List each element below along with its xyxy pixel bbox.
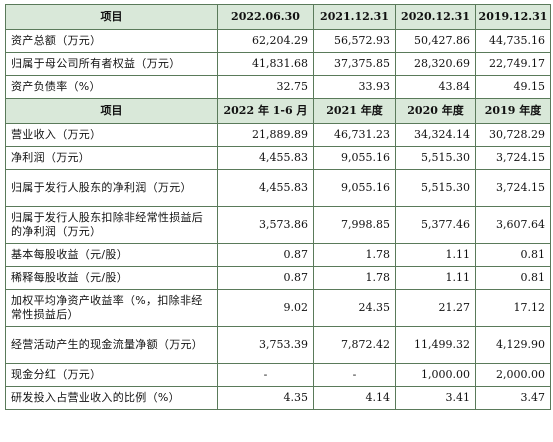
row-label: 稀释每股收益（元/股） bbox=[5, 266, 218, 290]
row-label: 归属于发行人股东的净利润（万元） bbox=[5, 169, 218, 207]
value-cell: 9.02 bbox=[217, 289, 314, 327]
row-label: 经营活动产生的现金流量净额（万元） bbox=[5, 326, 218, 364]
value-cell: 32.75 bbox=[217, 75, 314, 99]
value-cell: 1.78 bbox=[313, 266, 396, 290]
value-cell: 4,129.90 bbox=[475, 326, 551, 364]
header-cell: 2020.12.31 bbox=[395, 4, 476, 30]
value-cell: 0.87 bbox=[217, 243, 314, 267]
value-cell: 2,000.00 bbox=[475, 363, 551, 387]
value-cell: 9,055.16 bbox=[313, 169, 396, 207]
value-cell: 1.11 bbox=[395, 266, 476, 290]
header-cell: 2022 年 1-6 月 bbox=[217, 98, 314, 124]
row-label: 资产总额（万元） bbox=[5, 29, 218, 53]
value-cell: 44,735.16 bbox=[475, 29, 551, 53]
table-row: 净利润（万元） 4,455.83 9,055.16 5,515.30 3,724… bbox=[5, 146, 551, 170]
value-cell: 3.41 bbox=[395, 386, 476, 410]
row-label: 归属于母公司所有者权益（万元） bbox=[5, 52, 218, 76]
table-row: 归属于发行人股东的净利润（万元） 4,455.83 9,055.16 5,515… bbox=[5, 169, 551, 207]
value-cell: 9,055.16 bbox=[313, 146, 396, 170]
table-row: 研发投入占营业收入的比例（%） 4.35 4.14 3.41 3.47 bbox=[5, 386, 551, 410]
value-cell: 50,427.86 bbox=[395, 29, 476, 53]
value-cell: 62,204.29 bbox=[217, 29, 314, 53]
row-label: 营业收入（万元） bbox=[5, 123, 218, 147]
value-cell: 34,324.14 bbox=[395, 123, 476, 147]
value-cell: 4,455.83 bbox=[217, 169, 314, 207]
value-cell: 1.11 bbox=[395, 243, 476, 267]
table-row: 稀释每股收益（元/股） 0.87 1.78 1.11 0.81 bbox=[5, 266, 551, 290]
value-cell: 3,753.39 bbox=[217, 326, 314, 364]
table-row: 归属于发行人股东扣除非经常性损益后的净利润（万元） 3,573.86 7,998… bbox=[5, 206, 551, 244]
value-cell: 3.47 bbox=[475, 386, 551, 410]
financial-summary-table: 项目 2022.06.30 2021.12.31 2020.12.31 2019… bbox=[5, 4, 551, 410]
value-cell: 3,724.15 bbox=[475, 169, 551, 207]
header-cell: 项目 bbox=[5, 4, 218, 30]
header-cell: 2020 年度 bbox=[395, 98, 476, 124]
value-cell: 0.81 bbox=[475, 243, 551, 267]
header-cell: 2021 年度 bbox=[313, 98, 396, 124]
value-cell: 5,515.30 bbox=[395, 169, 476, 207]
value-cell: 49.15 bbox=[475, 75, 551, 99]
value-cell: 22,749.17 bbox=[475, 52, 551, 76]
header-cell: 2019.12.31 bbox=[475, 4, 551, 30]
row-label: 归属于发行人股东扣除非经常性损益后的净利润（万元） bbox=[5, 206, 218, 244]
header-cell: 2019 年度 bbox=[475, 98, 551, 124]
row-label: 基本每股收益（元/股） bbox=[5, 243, 218, 267]
value-cell: 30,728.29 bbox=[475, 123, 551, 147]
table-row: 加权平均净资产收益率（%，扣除非经常性损益后） 9.02 24.35 21.27… bbox=[5, 289, 551, 327]
table-row: 基本每股收益（元/股） 0.87 1.78 1.11 0.81 bbox=[5, 243, 551, 267]
table-row: 资产总额（万元） 62,204.29 56,572.93 50,427.86 4… bbox=[5, 29, 551, 53]
value-cell: 41,831.68 bbox=[217, 52, 314, 76]
value-cell: 1,000.00 bbox=[395, 363, 476, 387]
table-row: 经营活动产生的现金流量净额（万元） 3,753.39 7,872.42 11,4… bbox=[5, 326, 551, 364]
value-cell: 7,872.42 bbox=[313, 326, 396, 364]
value-cell: 28,320.69 bbox=[395, 52, 476, 76]
value-cell: 3,724.15 bbox=[475, 146, 551, 170]
value-cell: 56,572.93 bbox=[313, 29, 396, 53]
table-row: 归属于母公司所有者权益（万元） 41,831.68 37,375.85 28,3… bbox=[5, 52, 551, 76]
value-cell: 4,455.83 bbox=[217, 146, 314, 170]
value-cell: 7,998.85 bbox=[313, 206, 396, 244]
value-cell: 1.78 bbox=[313, 243, 396, 267]
value-cell: 3,573.86 bbox=[217, 206, 314, 244]
value-cell: 5,515.30 bbox=[395, 146, 476, 170]
row-label: 研发投入占营业收入的比例（%） bbox=[5, 386, 218, 410]
value-cell: 21.27 bbox=[395, 289, 476, 327]
financial-table-container: 项目 2022.06.30 2021.12.31 2020.12.31 2019… bbox=[5, 4, 551, 410]
value-cell: - bbox=[217, 363, 314, 387]
value-cell: 21,889.89 bbox=[217, 123, 314, 147]
header-cell: 2021.12.31 bbox=[313, 4, 396, 30]
value-cell: 46,731.23 bbox=[313, 123, 396, 147]
value-cell: 0.87 bbox=[217, 266, 314, 290]
value-cell: 33.93 bbox=[313, 75, 396, 99]
table-row: 营业收入（万元） 21,889.89 46,731.23 34,324.14 3… bbox=[5, 123, 551, 147]
row-label: 现金分红（万元） bbox=[5, 363, 218, 387]
value-cell: 11,499.32 bbox=[395, 326, 476, 364]
value-cell: 0.81 bbox=[475, 266, 551, 290]
value-cell: 17.12 bbox=[475, 289, 551, 327]
row-label: 加权平均净资产收益率（%，扣除非经常性损益后） bbox=[5, 289, 218, 327]
value-cell: 4.35 bbox=[217, 386, 314, 410]
row-label: 资产负债率（%） bbox=[5, 75, 218, 99]
value-cell: 5,377.46 bbox=[395, 206, 476, 244]
value-cell: 24.35 bbox=[313, 289, 396, 327]
table-row: 资产负债率（%） 32.75 33.93 43.84 49.15 bbox=[5, 75, 551, 99]
value-cell: 43.84 bbox=[395, 75, 476, 99]
header-cell: 项目 bbox=[5, 98, 218, 124]
table-row: 现金分红（万元） - - 1,000.00 2,000.00 bbox=[5, 363, 551, 387]
value-cell: 4.14 bbox=[313, 386, 396, 410]
income-header-row: 项目 2022 年 1-6 月 2021 年度 2020 年度 2019 年度 bbox=[5, 98, 551, 124]
value-cell: 37,375.85 bbox=[313, 52, 396, 76]
row-label: 净利润（万元） bbox=[5, 146, 218, 170]
balance-header-row: 项目 2022.06.30 2021.12.31 2020.12.31 2019… bbox=[5, 4, 551, 30]
value-cell: 3,607.64 bbox=[475, 206, 551, 244]
header-cell: 2022.06.30 bbox=[217, 4, 314, 30]
value-cell: - bbox=[313, 363, 396, 387]
